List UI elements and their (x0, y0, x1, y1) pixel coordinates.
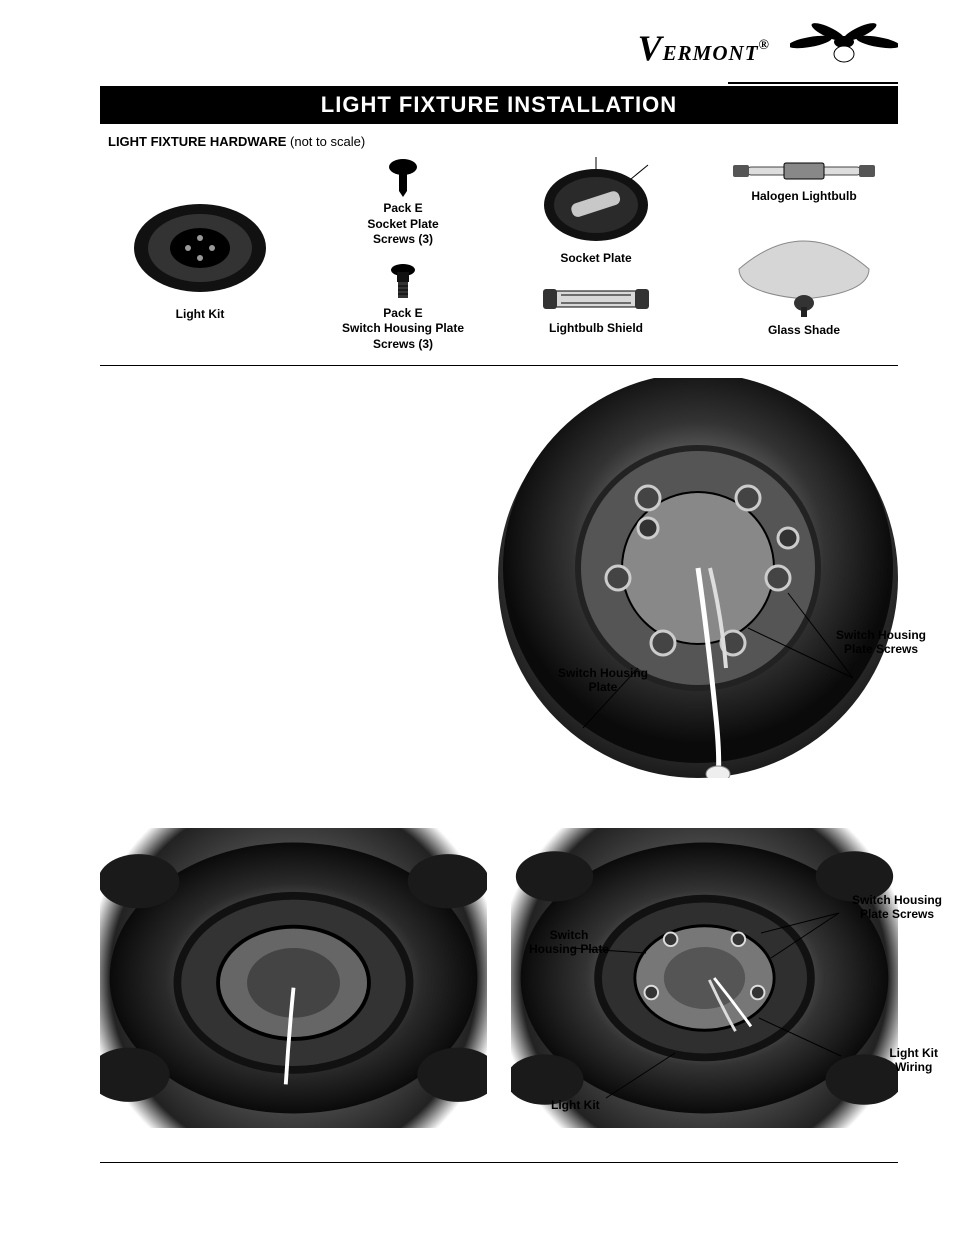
page: Vermont® LIGHT FIXTURE INSTALLATION LIGH… (0, 0, 954, 1235)
hardware-col-socket: Socket Plate Lightbulb Shield (506, 157, 686, 336)
socket-plate-icon (536, 157, 656, 247)
title-bar: LIGHT FIXTURE INSTALLATION (100, 86, 898, 124)
screw-icon (381, 157, 425, 197)
light-kit-icon (130, 193, 270, 303)
callout-switch-housing-plate-screws: Switch HousingPlate Screws (836, 628, 926, 657)
footer-rule (100, 1162, 898, 1163)
socket-plate-label: Socket Plate (560, 251, 631, 267)
hardware-item-halogen-bulb: Halogen Lightbulb (729, 157, 879, 205)
lightbulb-shield-label: Lightbulb Shield (549, 321, 643, 337)
hardware-col-screws: Pack E Socket Plate Screws (3) (318, 157, 488, 353)
bolt-icon (383, 262, 423, 302)
callout-br-switch-housing-plate: SwitchHousing Plate (529, 928, 609, 957)
registered-mark: ® (759, 38, 770, 53)
hardware-col-bulb-shade: Halogen Lightbulb Glass Shade (704, 157, 904, 338)
halogen-lightbulb-label: Halogen Lightbulb (751, 189, 856, 205)
hardware-item-lightbulb-shield: Lightbulb Shield (541, 281, 651, 337)
callout-br-switch-housing-plate-screws: Switch HousingPlate Screws (852, 893, 942, 922)
hardware-item-socket-plate-screws: Pack E Socket Plate Screws (3) (367, 157, 438, 248)
light-kit-label: Light Kit (176, 307, 225, 323)
callout-br-light-kit-wiring: Light KitWiring (889, 1046, 938, 1075)
hardware-item-glass-shade: Glass Shade (729, 219, 879, 339)
subheading-note: (not to scale) (290, 134, 365, 149)
socket-plate-screws-label: Pack E Socket Plate Screws (3) (367, 201, 438, 248)
bottom-left-diagram (100, 828, 487, 1128)
switch-housing-plate-screws-label: Pack E Switch Housing Plate Screws (3) (342, 306, 464, 353)
callout-switch-housing-plate: Switch HousingPlate (558, 666, 648, 695)
hardware-item-light-kit: Light Kit (130, 157, 270, 323)
glass-shade-label: Glass Shade (768, 323, 840, 339)
shade-icon (729, 219, 879, 319)
callout-br-light-kit: Light Kit (551, 1098, 600, 1112)
hardware-subheading: LIGHT FIXTURE HARDWARE (not to scale) (108, 134, 898, 149)
header-underline-wrap (100, 82, 898, 84)
assembly-left-image (100, 828, 487, 1128)
bulb-icon (729, 157, 879, 185)
main-diagram-section: Switch HousingPlate Switch HousingPlate … (100, 378, 898, 798)
main-diagram-callout-lines (448, 378, 948, 798)
hardware-item-socket-plate: Socket Plate (536, 157, 656, 267)
header-underline (728, 82, 898, 84)
hardware-grid: Light Kit Pack E Socket Plate Screws (3) (100, 157, 898, 366)
subheading-text: LIGHT FIXTURE HARDWARE (108, 134, 286, 149)
brand-name: Vermont® (638, 27, 770, 69)
bottom-diagram-row: SwitchHousing Plate Switch HousingPlate … (100, 828, 898, 1128)
bottom-right-callout-lines (501, 818, 921, 1138)
shield-icon (541, 281, 651, 317)
ceiling-fan-icon (790, 20, 898, 76)
bottom-right-diagram: SwitchHousing Plate Switch HousingPlate … (511, 828, 898, 1128)
hardware-item-switch-housing-plate-screws: Pack E Switch Housing Plate Screws (3) (342, 262, 464, 353)
header-row: Vermont® (100, 20, 898, 76)
hardware-col-light-kit: Light Kit (100, 157, 300, 323)
